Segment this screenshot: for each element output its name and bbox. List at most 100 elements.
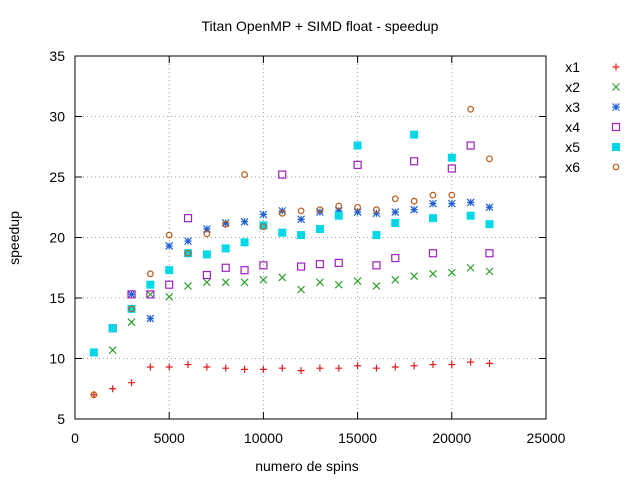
data-point-x2 — [334, 280, 343, 289]
data-point-x5 — [184, 249, 193, 258]
chart-title: Titan OpenMP + SIMD float - speedup — [202, 18, 439, 34]
data-point-x3 — [334, 206, 343, 215]
data-point-x3 — [259, 210, 268, 219]
data-point-x3 — [372, 209, 381, 218]
data-point-x2 — [372, 281, 381, 290]
legend-label-x3: x3 — [565, 99, 580, 115]
data-point-x2 — [108, 346, 117, 354]
data-point-x3 — [410, 205, 419, 214]
data-point-x2 — [165, 292, 174, 301]
data-point-x5 — [221, 244, 230, 253]
data-point-x3 — [165, 242, 174, 250]
data-point-x5 — [127, 304, 136, 313]
data-point-x2 — [315, 278, 324, 287]
series-x2 — [108, 263, 494, 354]
axis-ticks: 5 10 15 20 25 30 35 0 5000 10000 15000 20000 25000 — [49, 48, 565, 446]
data-point-x3 — [184, 237, 192, 246]
legend-marker-x1 — [612, 63, 620, 71]
data-point-x5 — [165, 266, 174, 275]
data-point-x4 — [165, 280, 174, 289]
data-point-x4 — [466, 141, 475, 150]
data-point-x5 — [447, 153, 456, 162]
data-point-x4 — [485, 249, 494, 258]
data-point-x4 — [372, 261, 381, 270]
data-point-x6 — [128, 305, 135, 313]
data-points — [89, 105, 494, 399]
data-point-x6 — [335, 202, 343, 210]
legend-marker-x4 — [611, 122, 621, 132]
y-tick-label: 5 — [57, 411, 65, 427]
data-point-x2 — [429, 269, 437, 278]
x-tick-label: 10000 — [244, 430, 283, 446]
series-x1 — [90, 358, 493, 399]
data-point-x6 — [241, 171, 248, 178]
data-point-x2 — [240, 278, 249, 287]
data-point-x3 — [146, 314, 155, 323]
data-point-x2 — [146, 290, 155, 299]
data-point-x2 — [466, 263, 475, 272]
data-point-x5 — [278, 228, 287, 237]
data-point-x6 — [222, 220, 230, 228]
data-point-x2 — [447, 268, 456, 277]
data-point-x4 — [353, 160, 362, 169]
data-point-x6 — [146, 270, 154, 278]
data-point-x6 — [184, 249, 192, 257]
x-tick-label: 0 — [71, 430, 79, 446]
data-point-x3 — [221, 219, 230, 227]
y-tick-label: 25 — [49, 169, 65, 185]
data-point-x5 — [108, 324, 117, 333]
data-point-x3 — [466, 198, 475, 207]
data-point-x1 — [429, 361, 437, 369]
data-point-x1 — [165, 363, 173, 371]
data-point-x5 — [353, 141, 362, 150]
legend-marker-x2 — [612, 83, 620, 91]
data-point-x1 — [485, 359, 493, 367]
data-point-x1 — [410, 362, 418, 370]
data-point-x3 — [240, 217, 249, 226]
data-point-x5 — [466, 211, 475, 220]
data-point-x5 — [202, 250, 211, 259]
data-point-x1 — [259, 365, 267, 373]
legend-label-x4: x4 — [565, 119, 580, 135]
data-point-x3 — [202, 225, 211, 233]
data-point-x4 — [202, 270, 211, 280]
data-point-x4 — [296, 262, 306, 271]
legend-marker-x6 — [612, 163, 620, 171]
data-point-x1 — [222, 364, 230, 372]
data-point-x4 — [334, 258, 343, 268]
legend-label-x6: x6 — [565, 159, 580, 175]
legend-marker-x5 — [612, 143, 620, 151]
data-point-x6 — [316, 206, 324, 214]
data-point-x1 — [297, 367, 305, 375]
y-tick-label: 10 — [49, 351, 65, 367]
data-point-x6 — [391, 195, 399, 203]
data-point-x6 — [429, 191, 437, 199]
y-tick-label: 30 — [49, 109, 65, 125]
data-point-x3 — [447, 199, 456, 208]
data-point-x6 — [297, 207, 305, 215]
x-tick-label: 25000 — [527, 430, 566, 446]
data-point-x5 — [240, 238, 249, 247]
data-point-x1 — [203, 363, 211, 371]
data-point-x5 — [391, 218, 400, 227]
data-point-x6 — [260, 223, 267, 231]
data-point-x5 — [428, 214, 437, 223]
data-point-x3 — [353, 208, 362, 217]
data-point-x2 — [127, 318, 136, 327]
x-tick-label: 20000 — [432, 430, 471, 446]
data-point-x4 — [221, 263, 230, 272]
data-point-x6 — [486, 155, 493, 163]
grid — [75, 56, 546, 419]
data-point-x6 — [165, 231, 173, 239]
data-point-x5 — [485, 220, 494, 229]
data-point-x1 — [316, 364, 324, 372]
data-point-x1 — [448, 361, 456, 369]
data-point-x5 — [297, 231, 306, 240]
data-point-x4 — [278, 170, 287, 179]
data-point-x6 — [467, 105, 475, 113]
data-point-x1 — [391, 363, 399, 371]
legend-label-x5: x5 — [565, 139, 580, 155]
data-point-x2 — [391, 275, 400, 284]
